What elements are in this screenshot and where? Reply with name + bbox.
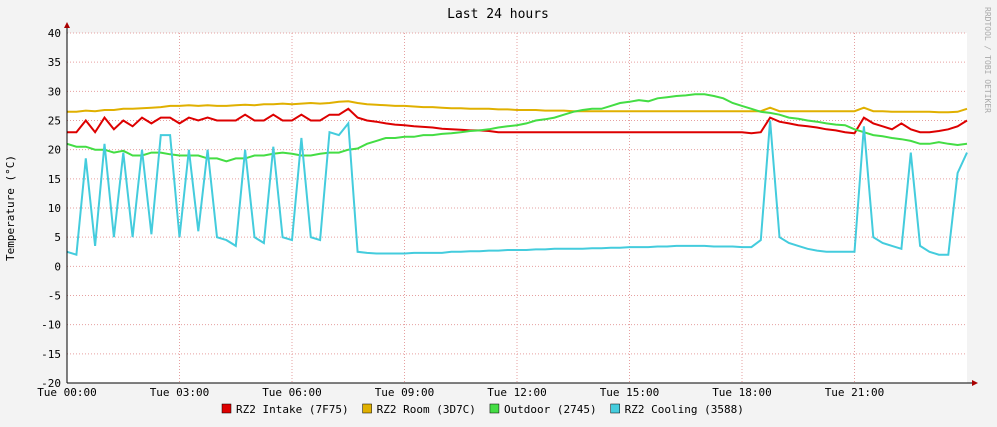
legend-swatch (610, 403, 620, 414)
series-line (66, 93, 968, 163)
legend: RZ2 Intake (7F75) RZ2 Room (3D7C) Outdoor … (221, 403, 744, 416)
series-line (66, 120, 968, 257)
x-tick-label: Tue 12:00 (487, 386, 547, 399)
y-tick-label: 15 (48, 173, 61, 186)
x-tick-label: Tue 21:00 (825, 386, 885, 399)
y-tick-label: 20 (48, 144, 61, 157)
x-arrow (972, 380, 978, 386)
x-tick-label: Tue 15:00 (600, 386, 660, 399)
legend-label: RZ2 Cooling (3588) (625, 403, 744, 416)
y-tick-label: 25 (48, 115, 61, 128)
chart-title: Last 24 hours (447, 7, 549, 22)
y-tick-label: -10 (41, 319, 61, 332)
lines (66, 93, 968, 257)
y-tick-label: -15 (41, 348, 61, 361)
x-tick-label: Tue 03:00 (150, 386, 210, 399)
watermark: RRDTOOL / TOBI OETIKER (983, 7, 992, 113)
legend-swatch (221, 403, 232, 414)
y-tick-label: 5 (54, 231, 61, 244)
y-tick-label: 30 (48, 85, 61, 98)
y-tick-label: -5 (48, 290, 61, 303)
y-tick-label: 35 (48, 56, 61, 69)
series-line (67, 107, 968, 135)
y-axis-label: Temperature (°C) (4, 155, 17, 261)
y-tick-label: 40 (48, 27, 61, 40)
x-tick-label: Tue 18:00 (712, 386, 772, 399)
y-tick-label: -20 (41, 377, 61, 390)
legend-label: RZ2 Room (3D7C) (377, 403, 476, 416)
legend-swatch (489, 403, 500, 414)
y-tick-label: 0 (54, 260, 61, 273)
legend-label: RZ2 Intake (7F75) (236, 403, 349, 416)
legend-label: Outdoor (2745) (504, 403, 597, 416)
series-line (67, 100, 968, 114)
legend-swatch (362, 403, 372, 414)
x-tick-label: Tue 06:00 (262, 386, 322, 399)
x-tick-label: Tue 00:00 (37, 386, 97, 399)
y-tick-label: 10 (48, 202, 61, 215)
y-arrow (64, 22, 70, 28)
x-tick-label: Tue 09:00 (375, 386, 435, 399)
